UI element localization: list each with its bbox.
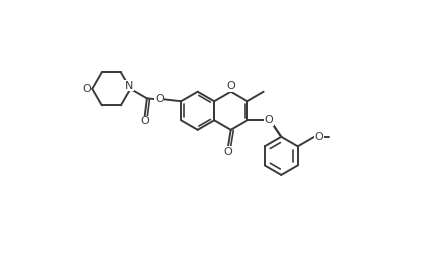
Text: O: O: [314, 132, 322, 142]
Text: O: O: [264, 115, 273, 125]
Text: N: N: [125, 81, 133, 91]
Text: O: O: [223, 147, 232, 157]
Text: O: O: [154, 94, 163, 104]
Text: O: O: [226, 81, 235, 92]
Text: O: O: [140, 116, 149, 126]
Text: O: O: [82, 84, 91, 94]
